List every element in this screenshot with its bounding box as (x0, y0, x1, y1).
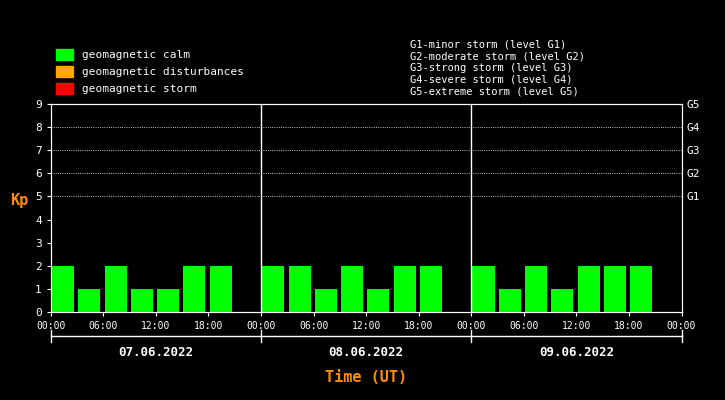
Bar (130, 289, 153, 312)
Bar (341, 266, 363, 312)
Legend: geomagnetic calm, geomagnetic disturbances, geomagnetic storm: geomagnetic calm, geomagnetic disturbanc… (57, 49, 244, 94)
Bar (289, 266, 310, 312)
Bar (78, 289, 100, 312)
Text: 09.06.2022: 09.06.2022 (539, 346, 614, 359)
Y-axis label: Kp: Kp (10, 193, 28, 208)
Bar (394, 266, 415, 312)
Bar (630, 266, 652, 312)
Bar (473, 266, 494, 312)
Bar (420, 266, 442, 312)
Bar (578, 266, 600, 312)
Text: G1-minor storm (level G1)
G2-moderate storm (level G2)
G3-strong storm (level G3: G1-minor storm (level G1) G2-moderate st… (410, 40, 585, 96)
Bar (551, 289, 573, 312)
Text: 08.06.2022: 08.06.2022 (328, 346, 404, 359)
Bar (183, 266, 205, 312)
Text: Time (UT): Time (UT) (325, 370, 407, 385)
Bar (368, 289, 389, 312)
Bar (104, 266, 127, 312)
Bar (157, 289, 179, 312)
Bar (525, 266, 547, 312)
Bar (262, 266, 284, 312)
Text: 07.06.2022: 07.06.2022 (118, 346, 194, 359)
Bar (52, 266, 74, 312)
Bar (315, 289, 337, 312)
Bar (210, 266, 232, 312)
Bar (604, 266, 626, 312)
Bar (499, 289, 521, 312)
